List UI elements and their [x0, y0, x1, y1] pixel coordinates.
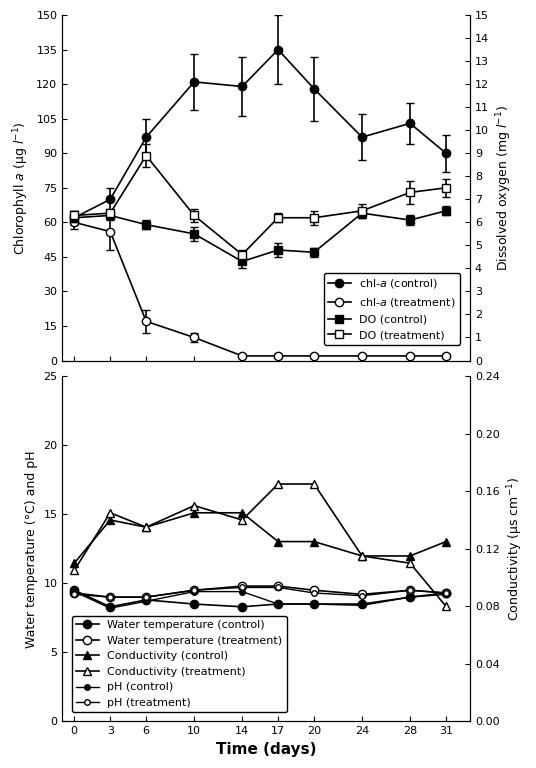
Y-axis label: Chlorophyll $a$ (μg $l$$^{-1}$): Chlorophyll $a$ (μg $l$$^{-1}$) [11, 121, 31, 255]
Y-axis label: Water temperature (°C) and pH: Water temperature (°C) and pH [25, 450, 38, 647]
Legend: Water temperature (control), Water temperature (treatment), Conductivity (contro: Water temperature (control), Water tempe… [72, 616, 287, 713]
Y-axis label: Conductivity (μs cm$^{-1}$): Conductivity (μs cm$^{-1}$) [505, 477, 525, 621]
X-axis label: Time (days): Time (days) [216, 742, 316, 757]
Y-axis label: Dissolved oxygen (mg $l$$^{-1}$): Dissolved oxygen (mg $l$$^{-1}$) [495, 105, 514, 271]
Legend: chl-$a$ (control), chl-$a$ (treatment), DO (control), DO (treatment): chl-$a$ (control), chl-$a$ (treatment), … [324, 273, 460, 345]
